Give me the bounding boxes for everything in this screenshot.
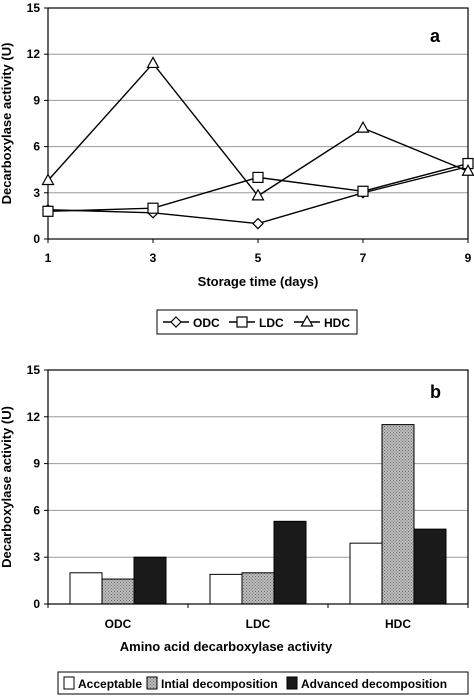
- y-axis-label: Decarboxylase activity (U): [0, 43, 14, 205]
- x-tick-labels: ODC LDC HDC: [105, 617, 412, 631]
- y-tick-label: 15: [27, 363, 41, 377]
- triangle-marker: [41, 173, 55, 186]
- x-tick-labels: 1 3 5 7 9: [45, 251, 472, 265]
- x-tick-label: 5: [255, 251, 262, 265]
- triangle-marker: [356, 120, 370, 133]
- line-chart-a: 0 3 6 9 12 15 1 3 5 7 9 a Storage time (days) Dec…: [0, 1, 474, 335]
- square-marker: [357, 185, 369, 197]
- x-tick-label: 9: [465, 251, 472, 265]
- legend-swatch: [63, 676, 75, 690]
- legend-box: [57, 671, 469, 695]
- y-tick-label: 12: [27, 47, 41, 61]
- x-axis-label: Amino acid decarboxylase activity: [120, 639, 333, 654]
- y-tick-label: 0: [33, 597, 40, 611]
- bar-intial-decomposition: [101, 578, 135, 605]
- legend-label: Advanced decomposition: [301, 677, 447, 691]
- legend-box: [156, 309, 358, 335]
- axes: [44, 7, 469, 243]
- triangle-marker: [300, 314, 314, 327]
- y-tick-label: 0: [33, 232, 40, 246]
- legend: ODC LDC HDC: [156, 309, 358, 335]
- legend-swatch: [286, 676, 298, 690]
- x-axis-label: Storage time (days): [198, 274, 319, 289]
- y-tick-label: 9: [33, 457, 40, 471]
- y-tick-labels: 0 3 6 9 12 15: [27, 363, 41, 611]
- legend-label: HDC: [324, 316, 350, 330]
- triangle-marker: [461, 163, 474, 176]
- y-tick-label: 3: [33, 186, 40, 200]
- square-marker: [236, 316, 248, 328]
- triangle-marker: [251, 188, 265, 201]
- diamond-marker: [170, 316, 182, 328]
- category-label: ODC: [105, 617, 132, 631]
- category-label: HDC: [385, 617, 411, 631]
- bar-intial-decomposition: [241, 572, 275, 605]
- panel-label: b: [430, 382, 441, 402]
- legend-label: LDC: [259, 316, 284, 330]
- square-marker: [147, 202, 159, 214]
- bar-chart-b: 0 3 6 9 12 15 ODC LDC HDC b Amino acid decarbox…: [0, 363, 469, 695]
- x-tick-label: 1: [45, 251, 52, 265]
- y-tick-label: 15: [27, 1, 41, 15]
- y-tick-label: 6: [33, 140, 40, 154]
- bars-group: [69, 424, 447, 605]
- legend: Acceptable Intial decomposition Advanced d…: [57, 671, 469, 695]
- category-label: LDC: [246, 617, 271, 631]
- y-tick-label: 9: [33, 93, 40, 107]
- x-tick-label: 3: [150, 251, 157, 265]
- x-tick-label: 7: [360, 251, 367, 265]
- diamond-marker: [252, 217, 264, 230]
- legend-swatch: [146, 676, 158, 690]
- y-tick-label: 12: [27, 410, 41, 424]
- y-tick-labels: 0 3 6 9 12 15: [27, 1, 41, 246]
- legend-label: ODC: [193, 316, 220, 330]
- bar-acceptable: [69, 572, 103, 605]
- plot-frame: [47, 7, 469, 240]
- y-tick-label: 3: [33, 550, 40, 564]
- bar-intial-decomposition: [381, 424, 415, 605]
- panel-label: a: [430, 26, 441, 46]
- bar-advanced-decomposition: [413, 528, 447, 605]
- triangle-marker: [146, 56, 160, 69]
- square-marker: [42, 205, 54, 217]
- y-tick-label: 6: [33, 503, 40, 517]
- bar-advanced-decomposition: [273, 520, 307, 605]
- bar-acceptable: [209, 573, 243, 605]
- plot-frame: [47, 369, 469, 605]
- series-group: [41, 56, 474, 230]
- series-line-ldc: [47, 162, 469, 212]
- axes: [44, 369, 469, 608]
- square-marker: [252, 171, 264, 183]
- bar-acceptable: [349, 542, 383, 605]
- legend-label: Acceptable: [78, 677, 142, 691]
- legend-label: Intial decomposition: [161, 677, 278, 691]
- bar-advanced-decomposition: [133, 556, 167, 605]
- y-axis-label: Decarboxylase activity (U): [0, 406, 14, 568]
